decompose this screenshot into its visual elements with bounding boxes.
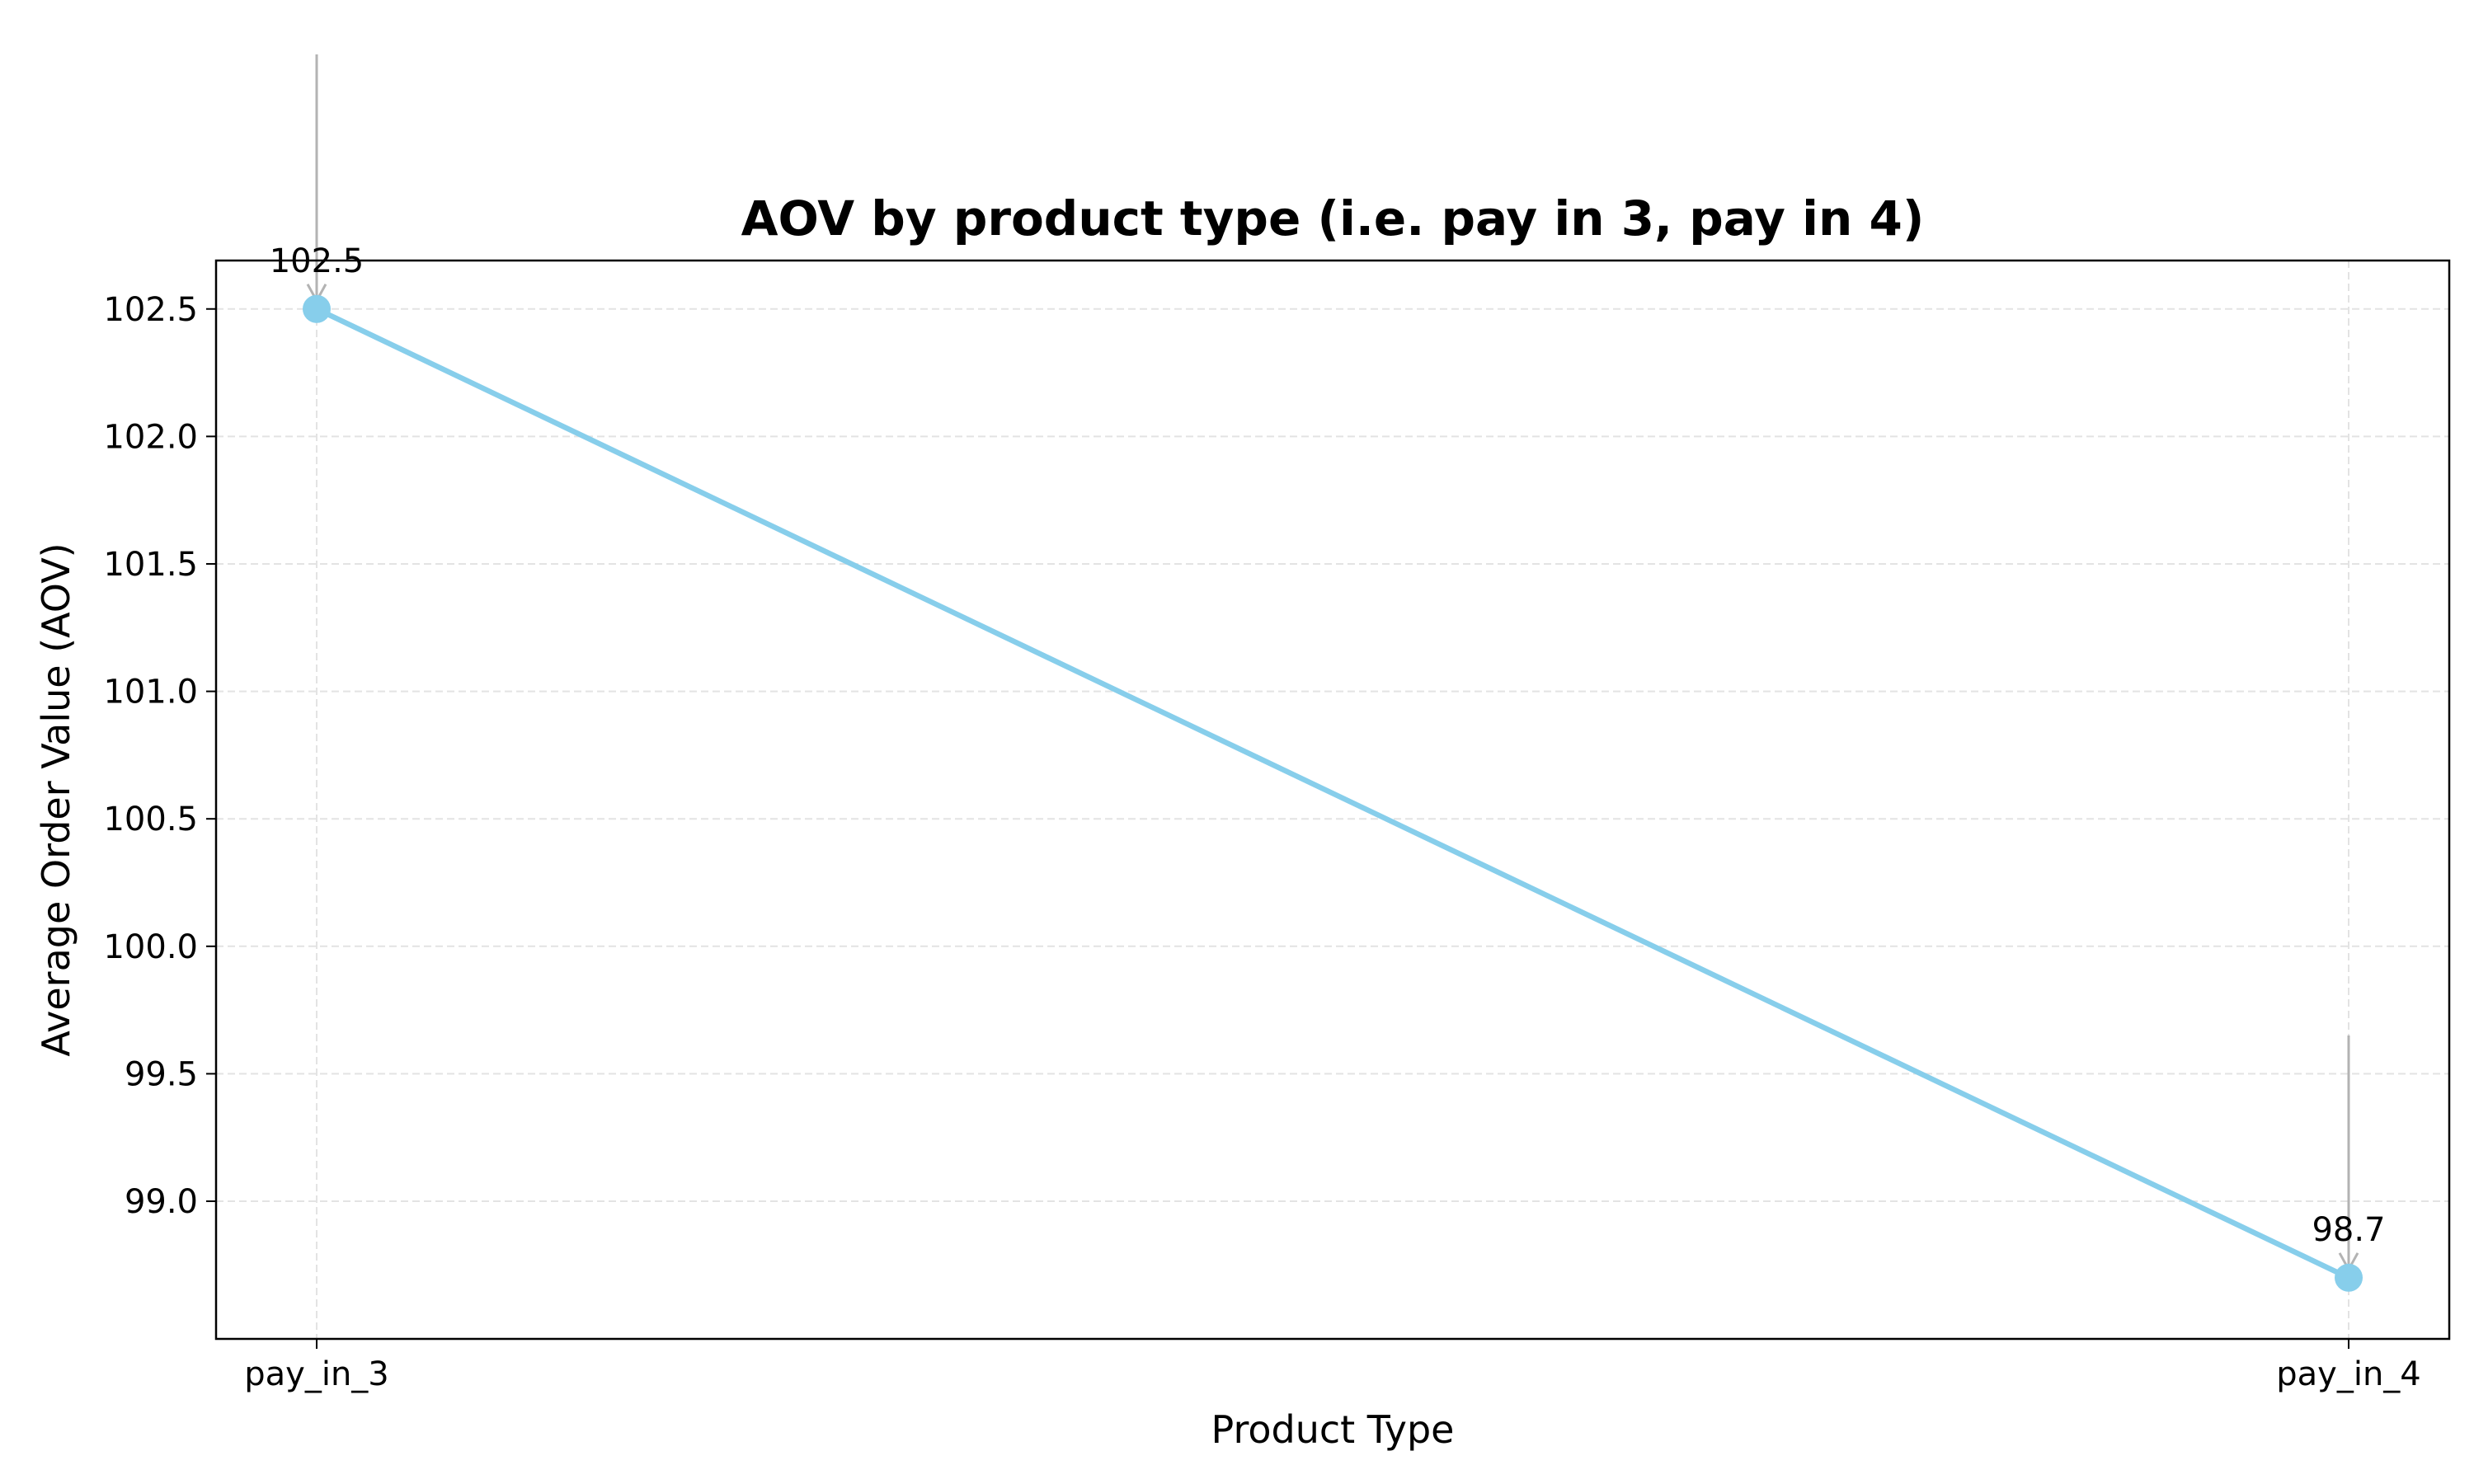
data-labels: 102.5 98.7 xyxy=(270,242,2386,1249)
y-axis-label: Average Order Value (AOV) xyxy=(34,542,78,1056)
y-tick-label: 100.0 xyxy=(103,928,198,966)
y-tick-label: 99.0 xyxy=(125,1183,198,1221)
data-point-pay_in_3 xyxy=(303,294,331,323)
data-point-pay_in_4 xyxy=(2335,1263,2363,1292)
y-tick-label: 102.0 xyxy=(103,418,198,456)
y-tick-label: 101.0 xyxy=(103,674,198,711)
series-line-layer xyxy=(315,306,2350,1280)
aov-series-line xyxy=(315,306,2350,1280)
data-points xyxy=(303,294,2363,1292)
chart-title: AOV by product type (i.e. pay in 3, pay … xyxy=(741,190,1925,247)
x-tick-label: pay_in_4 xyxy=(2276,1355,2421,1393)
y-tick-label: 101.5 xyxy=(103,546,198,584)
x-tick-label: pay_in_3 xyxy=(244,1355,389,1393)
data-label-pay_in_3: 102.5 xyxy=(270,242,365,280)
plot-area-frame xyxy=(214,259,2451,1341)
y-tick-label: 100.5 xyxy=(103,801,198,838)
y-tick-label: 102.5 xyxy=(103,291,198,329)
annotation-arrows xyxy=(306,54,2359,1272)
y-tick-label: 99.5 xyxy=(125,1055,198,1093)
data-label-pay_in_4: 98.7 xyxy=(2312,1211,2385,1249)
x-axis-label: Product Type xyxy=(1211,1407,1455,1452)
y-axis-ticks: 99.0 99.5 100.0 100.5 101.0 101.5 102.0 102.5 xyxy=(103,291,216,1221)
x-axis-ticks: pay_in_3 pay_in_4 xyxy=(244,1339,2421,1393)
